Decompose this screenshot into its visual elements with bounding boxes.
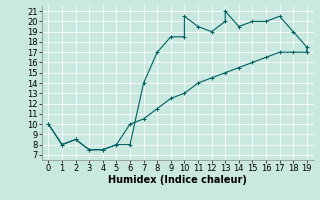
X-axis label: Humidex (Indice chaleur): Humidex (Indice chaleur) <box>108 175 247 185</box>
